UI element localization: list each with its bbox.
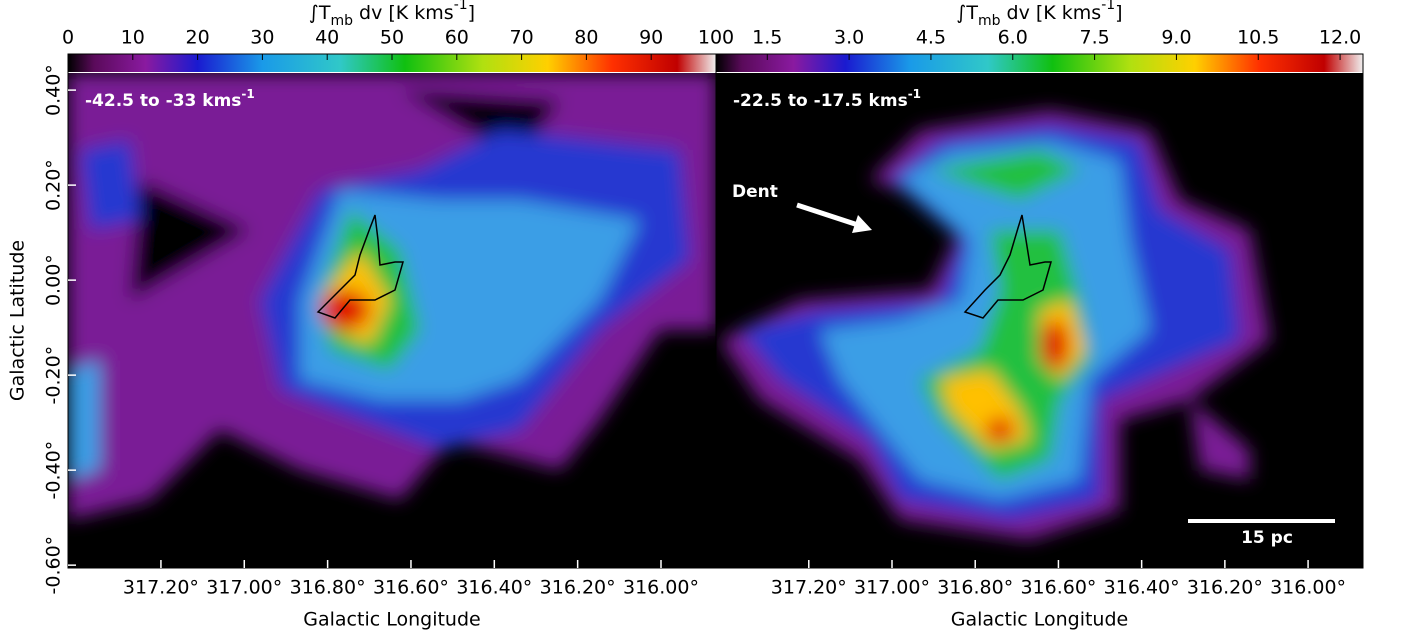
map-right — [716, 73, 1363, 568]
x-tick-label: 316.80° — [290, 577, 366, 599]
colorbar-tick-label: 90 — [639, 27, 663, 49]
x-tick-label: 317.00° — [854, 577, 930, 599]
x-tick-label: 316.60° — [373, 577, 449, 599]
colorbar-tick-label: 7.5 — [1079, 27, 1109, 49]
x-tick-label: 316.40° — [1104, 577, 1180, 599]
colorbar-label-part: -1 — [1101, 0, 1115, 13]
colorbar-tick-label: 4.5 — [916, 27, 946, 49]
y-tick-label: 0.00° — [43, 254, 65, 306]
colorbar-left — [68, 54, 716, 72]
colorbar-tick-label: 10 — [121, 27, 145, 49]
colorbar-right — [716, 54, 1363, 72]
colorbar-label-part: mb — [330, 13, 353, 29]
dent-label: Dent — [732, 182, 778, 202]
colorbar-label: ∫Tmb dv [K kms-1] — [956, 0, 1122, 29]
x-tick-label: 316.60° — [1020, 577, 1096, 599]
colorbar-tick-label: 9.0 — [1161, 27, 1191, 49]
colorbar-tick-label: 30 — [250, 27, 274, 49]
colorbar-tick-label: 70 — [510, 27, 534, 49]
y-tick-label: -0.60° — [43, 536, 65, 595]
velocity-range-part: -42.5 to -33 kms — [85, 91, 241, 111]
scale-bar-label: 15 pc — [1241, 528, 1293, 548]
x-tick-label: 316.20° — [1187, 577, 1263, 599]
x-tick-label: 316.80° — [937, 577, 1013, 599]
x-tick-label: 316.00° — [623, 577, 699, 599]
y-tick-label: -0.40° — [43, 441, 65, 500]
velocity-range-part: -1 — [908, 87, 921, 101]
arrow-head — [852, 215, 872, 233]
colorbar-tick-label: 80 — [574, 27, 598, 49]
velocity-range: -22.5 to -17.5 kms-1 — [733, 87, 921, 112]
colorbar-tick-label: 10.5 — [1237, 27, 1279, 49]
colorbar-tick-label: 3.0 — [834, 27, 864, 49]
velocity-range: -42.5 to -33 kms-1 — [85, 87, 255, 112]
x-tick-label: 316.00° — [1270, 577, 1346, 599]
velocity-range-part: -1 — [241, 87, 254, 101]
colorbar-label-part: dv [K kms — [353, 2, 454, 24]
map-left — [68, 73, 716, 568]
y-axis-label: Galactic Latitude — [7, 240, 29, 401]
colorbar-tick-label: 100 — [698, 27, 734, 49]
x-axis-label: Galactic Longitude — [951, 609, 1128, 631]
x-tick-label: 316.40° — [456, 577, 532, 599]
x-tick-label: 317.20° — [771, 577, 847, 599]
colorbar-label: ∫Tmb dv [K kms-1] — [309, 0, 475, 29]
colorbar-tick-label: 20 — [186, 27, 210, 49]
colorbar-tick-label: 0 — [62, 27, 74, 49]
velocity-range-part: -22.5 to -17.5 kms — [733, 91, 908, 111]
y-tick-label: 0.40° — [43, 64, 65, 116]
colorbar-tick-label: 1.5 — [752, 27, 782, 49]
x-tick-label: 317.00° — [206, 577, 282, 599]
colorbar-label-part: ] — [1115, 2, 1122, 24]
y-tick-label: -0.20° — [43, 346, 65, 405]
colorbar-label-part: ] — [468, 2, 475, 24]
colorbar-tick-label: 60 — [445, 27, 469, 49]
colorbar-label-part: ∫T — [309, 2, 331, 24]
colorbar-label-part: ∫T — [956, 2, 978, 24]
colorbar-tick-label: 40 — [315, 27, 339, 49]
colorbar-tick-label: 6.0 — [998, 27, 1028, 49]
x-axis-label: Galactic Longitude — [303, 609, 480, 631]
x-tick-label: 317.20° — [123, 577, 199, 599]
x-tick-label: 316.20° — [540, 577, 616, 599]
colorbar-tick-label: 12.0 — [1319, 27, 1361, 49]
colorbar-tick-label: 50 — [380, 27, 404, 49]
colorbar-label-part: dv [K kms — [1000, 2, 1101, 24]
arrow — [796, 202, 859, 228]
colorbar-label-part: mb — [978, 13, 1001, 29]
colorbar-label-part: -1 — [454, 0, 468, 13]
y-tick-label: 0.20° — [43, 159, 65, 211]
